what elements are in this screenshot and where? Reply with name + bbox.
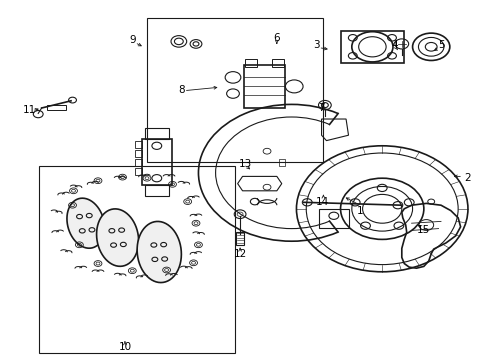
Bar	[341, 31, 404, 63]
Bar	[145, 128, 169, 139]
Bar	[236, 232, 244, 245]
Text: 2: 2	[465, 173, 471, 183]
Text: 4: 4	[391, 40, 398, 50]
Text: 14: 14	[316, 197, 329, 207]
Bar	[142, 139, 172, 185]
Text: 12: 12	[233, 249, 247, 259]
Text: 8: 8	[178, 85, 185, 95]
Bar	[245, 59, 257, 67]
Bar	[279, 159, 285, 166]
Bar	[135, 150, 142, 157]
Bar	[135, 159, 142, 166]
Text: 9: 9	[129, 35, 136, 45]
Bar	[47, 105, 66, 110]
Bar	[39, 166, 235, 353]
Polygon shape	[137, 221, 181, 283]
Bar	[319, 208, 348, 228]
Polygon shape	[67, 198, 104, 248]
Bar	[272, 59, 284, 67]
Text: 10: 10	[119, 342, 131, 352]
Polygon shape	[97, 209, 139, 266]
Text: 6: 6	[273, 33, 280, 43]
Text: 13: 13	[238, 159, 252, 169]
Text: 3: 3	[313, 40, 319, 50]
Text: 1: 1	[357, 206, 364, 216]
Text: 15: 15	[417, 225, 431, 235]
Text: 5: 5	[438, 40, 444, 50]
Bar	[135, 141, 142, 148]
Bar	[147, 18, 323, 162]
Text: 7: 7	[318, 103, 324, 113]
Bar	[135, 168, 142, 175]
Text: 11: 11	[23, 105, 36, 115]
Bar	[244, 65, 285, 108]
